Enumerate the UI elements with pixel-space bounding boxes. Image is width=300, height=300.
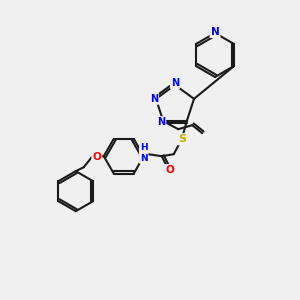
Text: O: O [92,152,101,162]
Text: N: N [171,78,179,88]
Text: N: N [150,94,158,104]
Text: H
N: H N [140,143,148,163]
Text: O: O [165,165,174,175]
Text: N: N [211,27,219,37]
Text: S: S [178,134,186,144]
Text: N: N [157,117,165,127]
